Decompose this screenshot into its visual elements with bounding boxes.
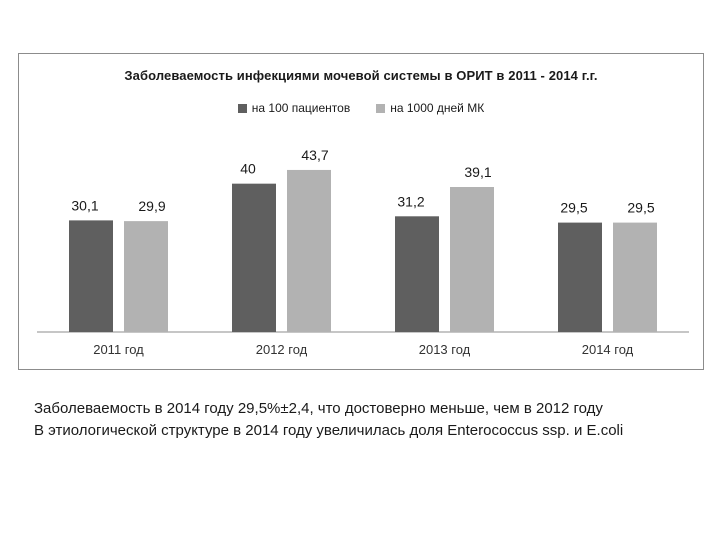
category-label-2: 2012 год [256,342,308,357]
category-label-4: 2014 год [582,342,634,357]
bar-series-1-1 [69,220,113,332]
bar-series-2-4 [613,222,657,332]
data-label-series-1-2: 40 [240,161,256,177]
bar-series-2-1 [124,221,168,332]
category-label-3: 2013 год [419,342,471,357]
bar-series-1-4 [558,222,602,332]
chart-plot: 30,1 29,9 2011 год 40 43,7 2012 год 31,2 39,1 20… [37,147,689,357]
legend-label-series-2: на 1000 дней МК [390,101,485,115]
bar-series-1-2 [232,183,276,332]
chart-legend: на 100 пациентов на 1000 дней МК [19,101,703,115]
chart-title: Заболеваемость инфекциями мочевой систем… [124,68,598,83]
category-label-1: 2011 год [93,342,144,357]
caption-line-2: В этиологической структуре в 2014 году у… [34,422,624,439]
data-label-series-2-4: 29,5 [627,200,654,216]
data-label-series-2-3: 39,1 [464,164,491,180]
legend-item-series-2: на 1000 дней МК [376,101,484,115]
legend-swatch-series-1 [237,103,247,113]
data-label-series-1-3: 31,2 [397,193,424,209]
bar-series-1-3 [395,216,439,332]
data-label-series-2-1: 29,9 [138,198,165,214]
legend-label-series-1: на 100 пациентов [251,101,351,115]
legend-swatch-series-2 [376,103,386,113]
caption: Заболеваемость в 2014 году 29,5%±2,4, чт… [34,398,704,442]
bar-series-2-3 [450,187,494,332]
bar-series-2-2 [287,169,331,332]
caption-line-1: Заболеваемость в 2014 году 29,5%±2,4, чт… [34,400,603,417]
chart-frame: Заболеваемость инфекциями мочевой систем… [18,53,704,370]
data-label-series-2-2: 43,7 [301,147,328,163]
data-label-series-1-1: 30,1 [71,197,98,213]
data-label-series-1-4: 29,5 [560,200,587,216]
legend-item-series-1: на 100 пациентов [237,101,351,115]
